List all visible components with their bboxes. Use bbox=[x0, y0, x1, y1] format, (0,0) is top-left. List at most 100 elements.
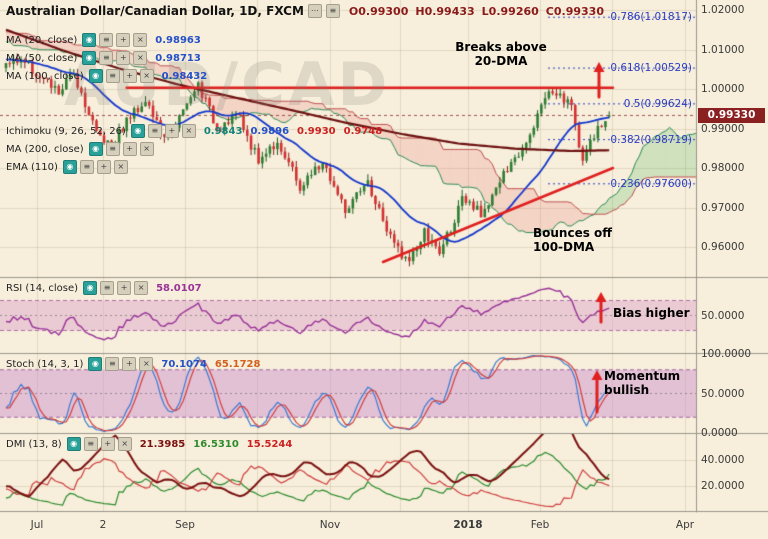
add-icon[interactable]: + bbox=[122, 69, 137, 83]
annotation-momentum-bullish[interactable]: Momentum bullish bbox=[604, 369, 680, 397]
ichimoku-kijun-value: 0.9896 bbox=[250, 125, 290, 137]
settings-icon[interactable]: ≡ bbox=[105, 142, 120, 156]
indicator-label[interactable]: MA (200, close) bbox=[6, 143, 84, 155]
close-icon[interactable]: × bbox=[117, 437, 132, 451]
more-icon[interactable]: ⋯ bbox=[307, 4, 322, 18]
dmi-tick-label: 20.0000 bbox=[701, 480, 745, 492]
fib-level-label: 0.618(1.00529) bbox=[610, 62, 692, 75]
settings-icon[interactable]: ≡ bbox=[100, 281, 115, 295]
rsi-tick-label: 50.0000 bbox=[701, 309, 745, 322]
indicator-row-ma100: MA (100, close) ◉ ≡ + × 0.98432 bbox=[6, 69, 207, 83]
annotation-breaks-above-20dma[interactable]: Breaks above 20-DMA bbox=[452, 40, 550, 68]
add-icon[interactable]: + bbox=[100, 437, 115, 451]
indicator-label[interactable]: MA (50, close) bbox=[6, 52, 78, 64]
settings-icon[interactable]: ≡ bbox=[79, 160, 94, 174]
add-icon[interactable]: + bbox=[122, 357, 137, 371]
time-tick-label: Nov bbox=[319, 519, 341, 531]
add-icon[interactable]: + bbox=[122, 142, 137, 156]
annotation-line: Bounces off bbox=[533, 226, 613, 240]
price-axis[interactable]: 1.02000 1.01000 1.00000 0.99000 0.98000 0.970… bbox=[697, 0, 768, 512]
price-tick-label: 0.96000 bbox=[701, 241, 745, 253]
add-icon[interactable]: + bbox=[164, 124, 179, 138]
indicator-row-stoch: Stoch (14, 3, 1) ◉ ≡ + × 70.1074 65.1728 bbox=[6, 357, 260, 371]
annotation-line: bullish bbox=[604, 383, 650, 397]
add-icon[interactable]: + bbox=[116, 33, 131, 47]
indicator-row-ma20: MA (20, close) ◉ ≡ + × 0.98963 bbox=[6, 33, 201, 47]
indicator-row-ema110: EMA (110) ◉ ≡ + × bbox=[6, 160, 136, 174]
open-readout: O0.99300 bbox=[348, 4, 409, 18]
price-tick-label: 0.98000 bbox=[701, 162, 745, 174]
close-icon[interactable]: × bbox=[133, 33, 148, 47]
indicator-label[interactable]: RSI (14, close) bbox=[6, 282, 79, 294]
visibility-icon[interactable]: ◉ bbox=[82, 33, 97, 47]
indicator-label[interactable]: Ichimoku (9, 26, 52, 26) bbox=[6, 125, 126, 137]
dmi-adx-value: 21.3985 bbox=[139, 438, 186, 450]
add-icon[interactable]: + bbox=[117, 281, 132, 295]
fib-level-label: 0.236(0.97600) bbox=[610, 177, 692, 190]
settings-icon[interactable]: ≡ bbox=[99, 51, 114, 65]
price-tick-label: 0.99000 bbox=[701, 122, 745, 135]
indicator-row-ichimoku: Ichimoku (9, 26, 52, 26) ◉ ≡ + × 0.9843 … bbox=[6, 124, 382, 138]
close-icon[interactable]: × bbox=[134, 281, 149, 295]
close-icon[interactable]: × bbox=[139, 69, 154, 83]
settings-icon[interactable]: ≡ bbox=[325, 4, 340, 18]
add-icon[interactable]: + bbox=[96, 160, 111, 174]
annotation-bounces-off-100dma[interactable]: Bounces off 100-DMA bbox=[533, 226, 625, 254]
close-icon[interactable]: × bbox=[133, 51, 148, 65]
indicator-label[interactable]: MA (20, close) bbox=[6, 34, 78, 46]
visibility-icon[interactable]: ◉ bbox=[83, 281, 98, 295]
indicator-label[interactable]: MA (100, close) bbox=[6, 70, 84, 82]
visibility-icon[interactable]: ◉ bbox=[82, 51, 97, 65]
price-tick-label: 1.01000 bbox=[701, 43, 745, 56]
settings-icon[interactable]: ≡ bbox=[83, 437, 98, 451]
annotation-line: Bias higher bbox=[613, 306, 690, 320]
visibility-icon[interactable]: ◉ bbox=[66, 437, 81, 451]
indicator-row-dmi: DMI (13, 8) ◉ ≡ + × 21.3985 16.5310 15.5… bbox=[6, 437, 292, 451]
visibility-icon[interactable]: ◉ bbox=[88, 69, 103, 83]
dmi-tick-label: 40.0000 bbox=[701, 454, 745, 466]
high-readout: H0.99433 bbox=[415, 4, 475, 18]
indicator-label[interactable]: EMA (110) bbox=[6, 161, 58, 173]
visibility-icon[interactable]: ◉ bbox=[130, 124, 145, 138]
ichimoku-span-b-value: 0.9748 bbox=[343, 125, 383, 137]
time-tick-label: 2 bbox=[99, 519, 107, 531]
add-icon[interactable]: + bbox=[116, 51, 131, 65]
settings-icon[interactable]: ≡ bbox=[147, 124, 162, 138]
stoch-d-value: 65.1728 bbox=[214, 358, 261, 370]
time-tick-label: 2018 bbox=[453, 519, 483, 531]
annotation-line: 20-DMA bbox=[474, 54, 528, 68]
settings-icon[interactable]: ≡ bbox=[99, 33, 114, 47]
low-readout: L0.99260 bbox=[481, 4, 539, 18]
price-tick-label: 1.00000 bbox=[701, 83, 745, 95]
price-tick-label: 0.97000 bbox=[701, 201, 745, 214]
annotation-line: 100-DMA bbox=[533, 240, 595, 254]
chart-header: Australian Dollar/Canadian Dollar, 1D, F… bbox=[6, 4, 604, 18]
indicator-label[interactable]: Stoch (14, 3, 1) bbox=[6, 358, 84, 370]
close-icon[interactable]: × bbox=[139, 142, 154, 156]
visibility-icon[interactable]: ◉ bbox=[88, 357, 103, 371]
annotation-line: Momentum bbox=[604, 369, 681, 383]
close-icon[interactable]: × bbox=[139, 357, 154, 371]
settings-icon[interactable]: ≡ bbox=[105, 69, 120, 83]
close-icon[interactable]: × bbox=[181, 124, 196, 138]
symbol-title[interactable]: Australian Dollar/Canadian Dollar, 1D, F… bbox=[6, 4, 304, 18]
settings-icon[interactable]: ≡ bbox=[105, 357, 120, 371]
visibility-icon[interactable]: ◉ bbox=[88, 142, 103, 156]
time-axis[interactable]: Jul 2 Sep Nov 2018 Feb Apr bbox=[0, 512, 768, 539]
dmi-minus-di-value: 15.5244 bbox=[246, 438, 293, 450]
time-tick-label: Sep bbox=[175, 519, 195, 531]
annotation-line: Breaks above bbox=[455, 40, 547, 54]
visibility-icon[interactable]: ◉ bbox=[62, 160, 77, 174]
close-icon[interactable]: × bbox=[113, 160, 128, 174]
time-tick-label: Jul bbox=[30, 519, 44, 531]
time-tick-label: Feb bbox=[530, 519, 550, 531]
indicator-label[interactable]: DMI (13, 8) bbox=[6, 438, 62, 450]
ichimoku-tenkan-value: 0.9843 bbox=[203, 125, 243, 137]
stoch-tick-label: 0.0000 bbox=[701, 427, 738, 439]
annotation-bias-higher[interactable]: Bias higher bbox=[613, 306, 690, 320]
indicator-value: 0.98432 bbox=[161, 70, 208, 82]
stoch-k-value: 70.1074 bbox=[161, 358, 207, 370]
dmi-plus-di-value: 16.5310 bbox=[193, 438, 239, 450]
stoch-tick-label: 50.0000 bbox=[701, 387, 745, 400]
